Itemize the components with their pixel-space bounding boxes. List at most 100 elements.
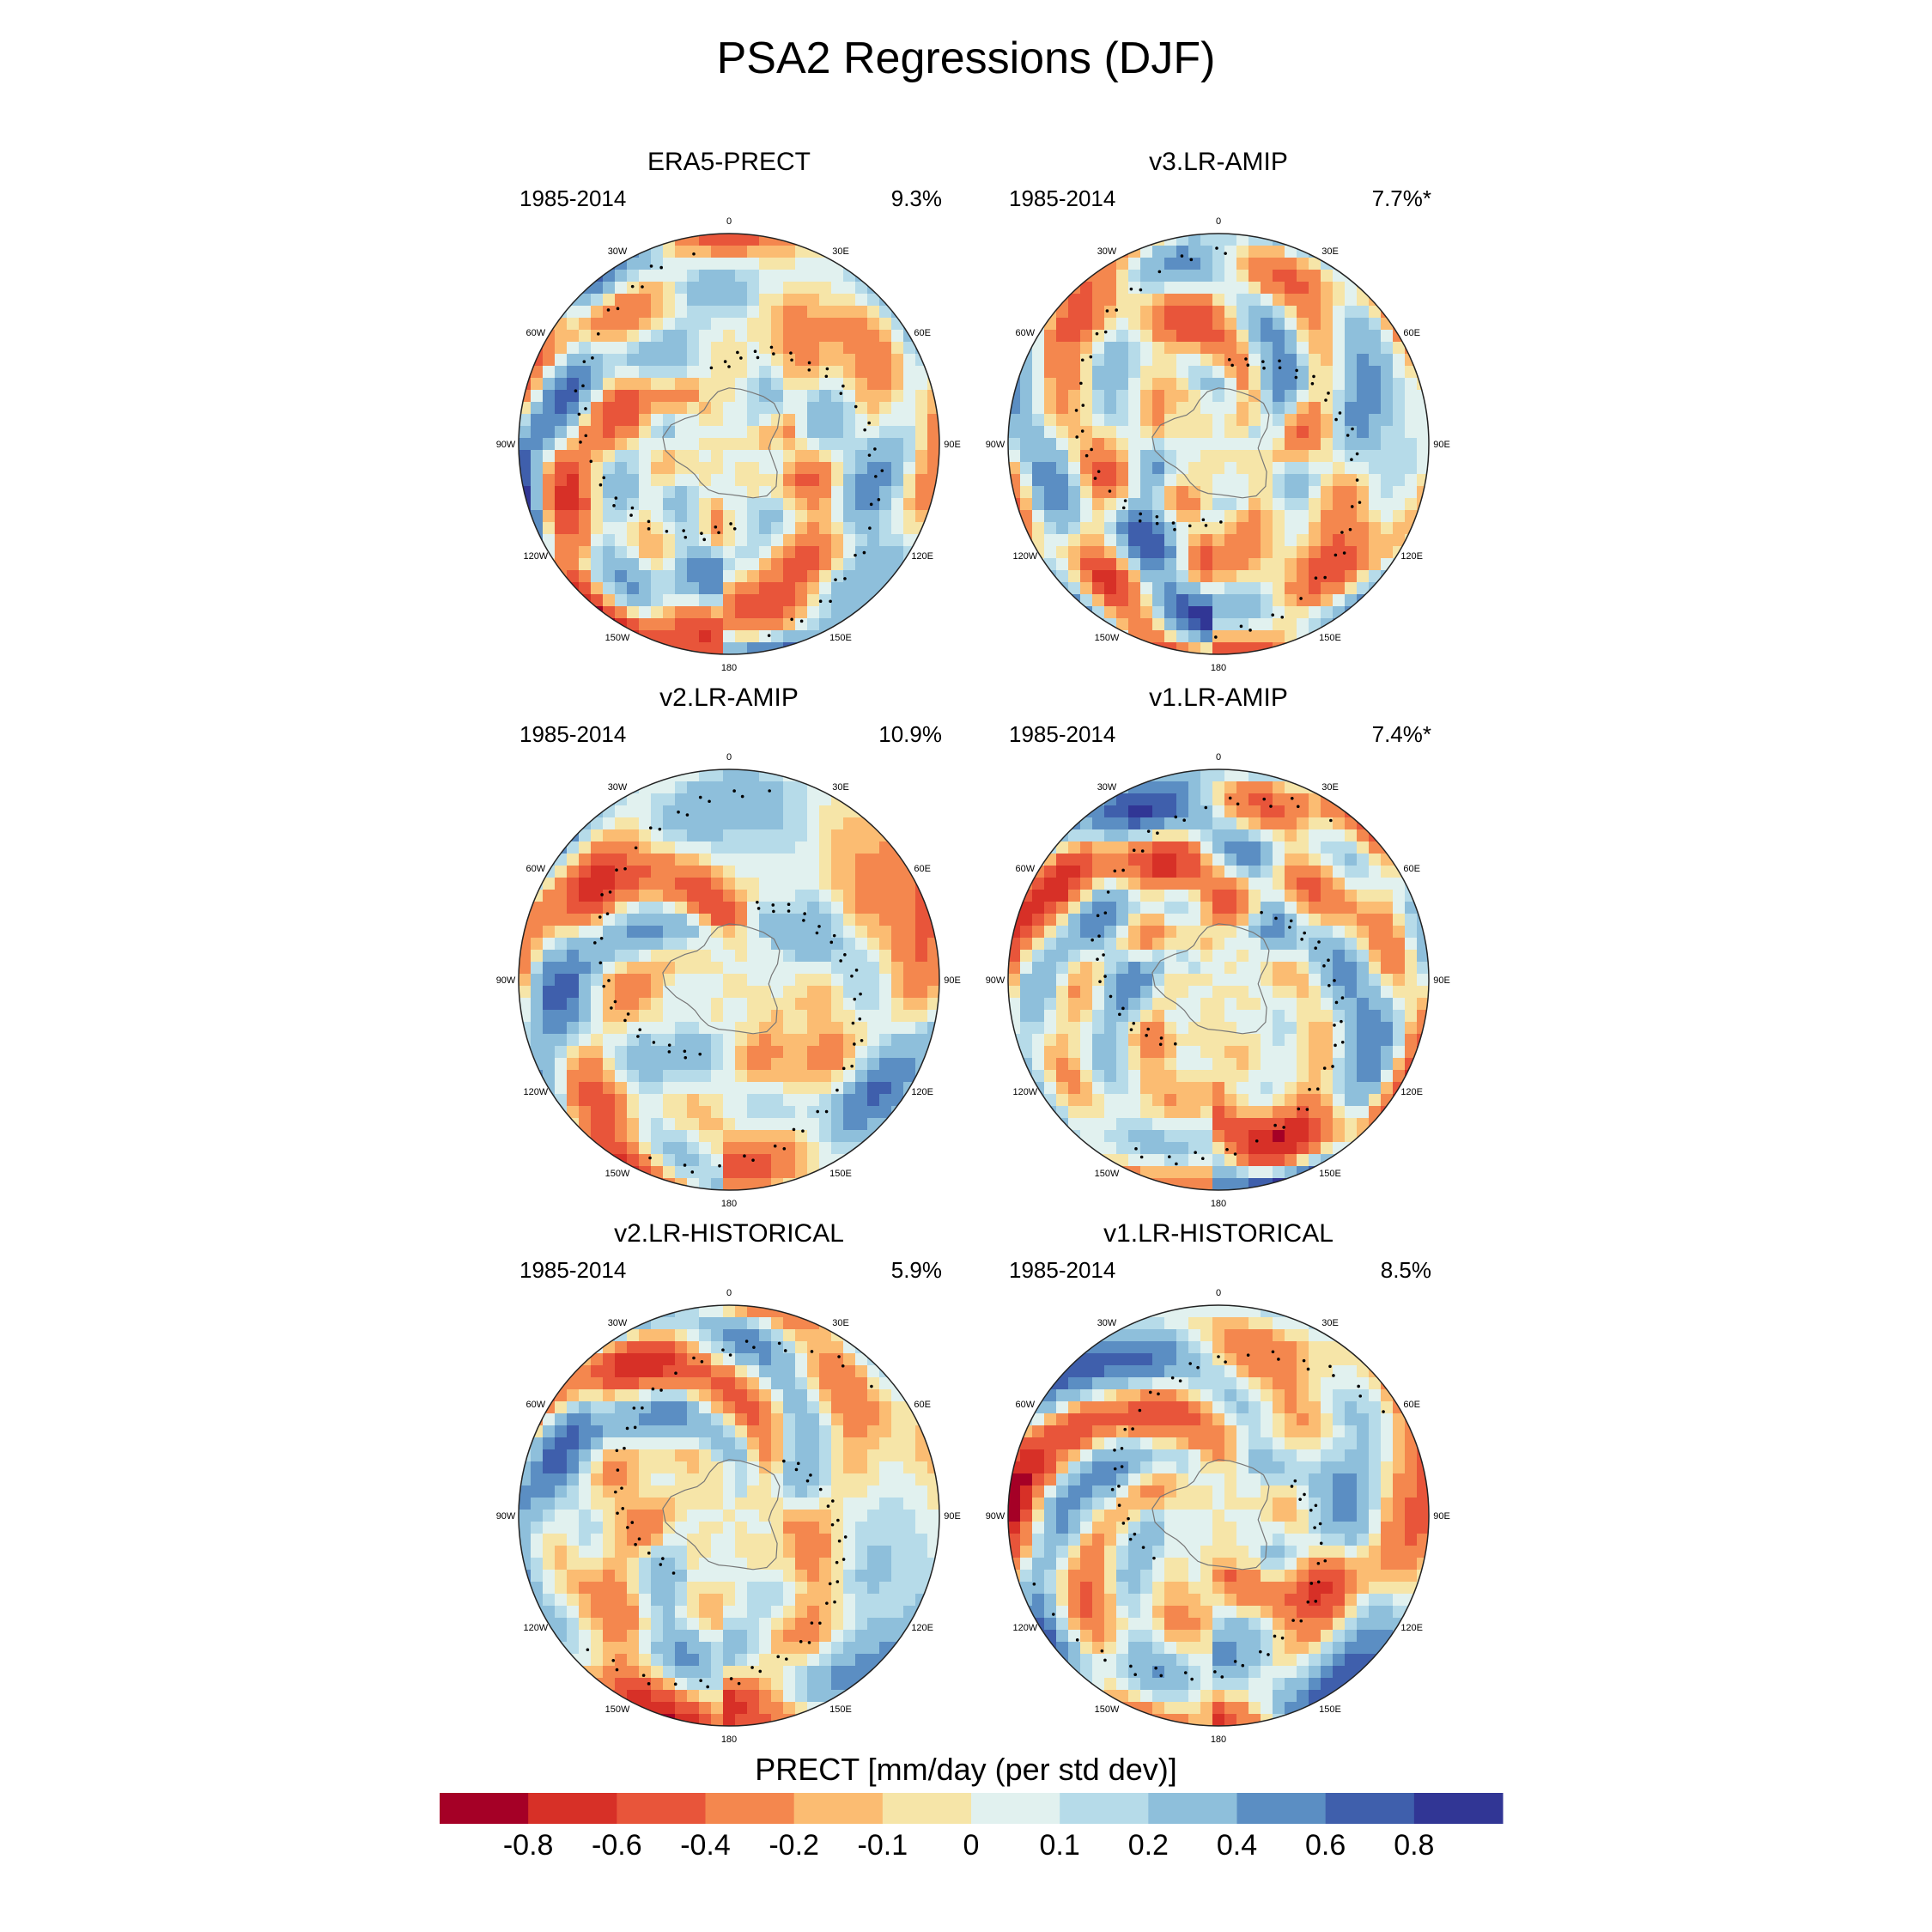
field-cell — [1152, 522, 1165, 535]
field-cell — [699, 1413, 712, 1426]
field-cell — [1140, 1154, 1153, 1167]
field-cell — [687, 498, 700, 511]
stipple-dot — [1121, 1006, 1125, 1011]
field-cell — [1104, 606, 1117, 619]
field-cell — [807, 938, 820, 951]
field-cell — [579, 366, 592, 379]
field-cell — [687, 1365, 700, 1378]
field-cell — [819, 1425, 832, 1438]
field-cell — [759, 1082, 772, 1095]
field-cell — [1044, 878, 1057, 890]
field-cell — [759, 258, 772, 270]
field-cell — [1321, 366, 1334, 379]
field-cell — [1068, 474, 1081, 487]
field-cell — [543, 1022, 556, 1035]
field-cell — [795, 522, 808, 535]
stipple-dot — [829, 599, 832, 604]
field-cell — [627, 1329, 640, 1342]
field-cell — [927, 1473, 939, 1486]
field-cell — [1104, 498, 1117, 511]
lon-label: 180 — [721, 1199, 737, 1209]
field-cell — [567, 1094, 580, 1107]
field-cell — [1128, 390, 1141, 403]
field-cell — [879, 854, 892, 866]
field-cell — [675, 1046, 688, 1059]
field-cell — [1369, 414, 1382, 427]
stipple-dot — [867, 421, 871, 425]
field-cell — [843, 486, 856, 499]
field-cell — [687, 618, 700, 631]
field-cell — [675, 1449, 688, 1462]
field-cell — [783, 1317, 796, 1330]
field-cell — [879, 510, 892, 523]
field-cell — [1152, 426, 1165, 439]
field-cell — [639, 342, 652, 355]
field-cell — [1140, 1058, 1153, 1071]
field-cell — [1116, 1106, 1129, 1119]
field-cell — [639, 594, 652, 607]
field-cell — [1164, 606, 1177, 619]
field-cell — [879, 378, 892, 391]
field-cell — [627, 1377, 640, 1390]
field-cell — [579, 1389, 592, 1402]
field-cell — [675, 866, 688, 878]
field-cell — [903, 414, 916, 427]
field-cell — [879, 914, 892, 927]
field-cell — [759, 546, 772, 559]
field-cell — [543, 1498, 556, 1510]
field-cell — [699, 366, 712, 379]
field-cell — [843, 1034, 856, 1047]
field-cell — [711, 769, 724, 782]
field-cell — [1128, 510, 1141, 523]
field-cell — [591, 282, 604, 295]
field-cell — [531, 938, 544, 951]
field-cell — [1092, 570, 1105, 583]
field-cell — [1176, 270, 1189, 283]
field-cell — [663, 1034, 676, 1047]
field-cell — [543, 1449, 556, 1462]
field-cell — [627, 510, 640, 523]
field-cell — [1128, 962, 1141, 975]
field-cell — [1321, 902, 1334, 914]
stipple-dot — [850, 974, 854, 978]
field-cell — [1297, 962, 1309, 975]
field-cell — [1212, 914, 1225, 927]
field-cell — [879, 1485, 892, 1498]
field-cell — [615, 582, 628, 595]
field-cell — [1381, 962, 1394, 975]
field-cell — [675, 282, 688, 295]
field-cell — [747, 630, 760, 643]
field-cell — [1357, 570, 1370, 583]
field-cell — [1200, 1178, 1213, 1190]
field-cell — [1044, 1070, 1057, 1083]
field-cell — [795, 1154, 808, 1167]
precip-field — [1008, 769, 1429, 1190]
panel-variance-pct: 5.9% — [890, 1257, 942, 1283]
field-cell — [1200, 793, 1213, 806]
field-cell — [591, 594, 604, 607]
field-cell — [759, 962, 772, 975]
field-cell — [1092, 938, 1105, 951]
field-cell — [687, 1154, 700, 1167]
stipple-dot — [589, 459, 593, 464]
field-cell — [1393, 342, 1406, 355]
field-cell — [1261, 986, 1273, 999]
field-cell — [1369, 974, 1382, 987]
field-cell — [903, 1413, 916, 1426]
field-cell — [699, 486, 712, 499]
field-cell — [639, 854, 652, 866]
field-cell — [639, 366, 652, 379]
field-cell — [1128, 270, 1141, 283]
field-cell — [603, 1377, 616, 1390]
field-cell — [711, 462, 724, 475]
field-cell — [1297, 402, 1309, 415]
field-cell — [1321, 1034, 1334, 1047]
field-cell — [1200, 1154, 1213, 1167]
field-cell — [747, 841, 760, 854]
field-cell — [639, 1461, 652, 1474]
field-cell — [735, 546, 748, 559]
map-border — [518, 769, 940, 1191]
field-cell — [1116, 378, 1129, 391]
field-cell — [675, 998, 688, 1011]
